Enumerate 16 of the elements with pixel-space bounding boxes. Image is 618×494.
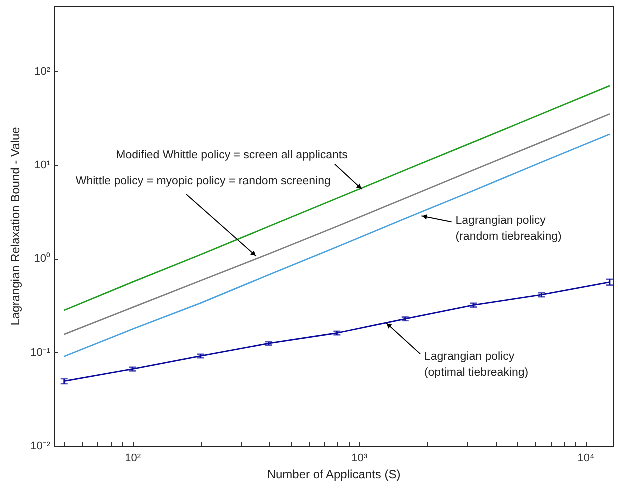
x-tick-label: 10³ bbox=[352, 452, 368, 464]
annotation: Lagrangian policy (optimal tiebreaking) bbox=[424, 351, 529, 380]
line-series bbox=[64, 85, 611, 312]
line-series bbox=[64, 113, 611, 336]
y-tick-label: 10⁻¹ bbox=[30, 346, 51, 359]
annotation: Modified Whittle policy = screen all applicants bbox=[116, 149, 348, 162]
annotation: Whittle policy = myopic policy = random screening bbox=[76, 175, 331, 188]
annotation: Lagrangian policy (random tiebreaking) bbox=[456, 215, 562, 244]
x-axis-title: Number of Applicants (S) bbox=[267, 468, 401, 482]
y-axis-title: Lagrangian Relaxation Bound - Value bbox=[8, 126, 23, 326]
x-tick-label: 10⁴ bbox=[578, 452, 595, 464]
y-tick-label: 10¹ bbox=[34, 160, 51, 172]
x-tick-label: 10² bbox=[125, 452, 142, 464]
y-tick-label: 10⁰ bbox=[34, 252, 50, 266]
y-tick-label: 10² bbox=[34, 66, 51, 78]
y-tick-label: 10⁻² bbox=[30, 440, 51, 452]
